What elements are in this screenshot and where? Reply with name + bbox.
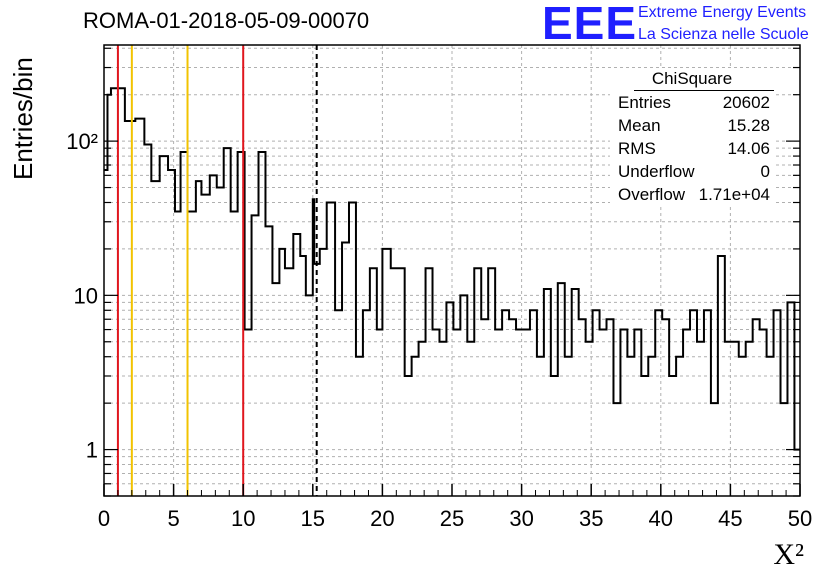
x-tick-label: 10: [231, 506, 255, 531]
x-tick-label: 15: [301, 506, 325, 531]
stats-row-entries: Entries 20602: [618, 93, 770, 115]
x-tick-label: 20: [370, 506, 394, 531]
stats-key: Entries: [618, 93, 671, 112]
histogram-layer: [104, 87, 800, 451]
stats-row-underflow: Underflow 0: [618, 162, 770, 184]
eee-logo-line1: Extreme Energy Events: [638, 4, 807, 21]
eee-logo-mark: EEE: [542, 0, 638, 49]
x-tick-label: 35: [579, 506, 603, 531]
grid-layer: [104, 45, 800, 497]
stats-key: Overflow: [618, 185, 686, 204]
stats-key: Mean: [618, 116, 661, 135]
eee-logo: EEE Extreme Energy Events La Scienza nel…: [542, 0, 832, 49]
stats-key: Underflow: [618, 162, 695, 181]
x-axis-label: X²: [773, 538, 804, 571]
stats-title-rule: [634, 90, 774, 91]
y-tick-label: 10: [74, 283, 98, 308]
x-tick-label: 40: [649, 506, 673, 531]
y-tick-label: 10²: [66, 129, 98, 154]
x-tick-label: 50: [788, 506, 812, 531]
stats-key: RMS: [618, 139, 656, 158]
chart-title: ROMA-01-2018-05-09-00070: [83, 8, 370, 33]
stats-row-rms: RMS 14.06: [618, 139, 770, 161]
stats-row-mean: Mean 15.28: [618, 116, 770, 138]
x-tick-label: 45: [718, 506, 742, 531]
axis-layer: 0 5 10 15 20 25 30 35 40 45 50 1 10 10²: [66, 47, 812, 531]
stats-value: 1.71e+04: [698, 185, 770, 204]
eee-logo-line2: La Scienza nelle Scuole: [638, 26, 809, 43]
stats-title: ChiSquare: [651, 69, 733, 88]
histogram-line: [104, 87, 800, 451]
stats-value: 0: [760, 162, 770, 181]
x-tick-label: 25: [440, 506, 464, 531]
x-tick-label: 5: [167, 506, 179, 531]
stats-row-overflow: Overflow 1.71e+04: [618, 185, 770, 207]
y-tick-label: 1: [86, 438, 98, 463]
stats-value: 14.06: [727, 139, 770, 158]
reference-lines-layer: [116, 45, 318, 496]
stats-box: ChiSquare Entries 20602 Mean 15.28 RMS 1…: [610, 68, 774, 206]
x-tick-label: 0: [98, 506, 110, 531]
x-tick-label: 30: [509, 506, 533, 531]
stats-value: 15.28: [727, 116, 770, 135]
y-axis-label: Entries/bin: [8, 57, 38, 180]
stats-value: 20602: [722, 93, 770, 112]
